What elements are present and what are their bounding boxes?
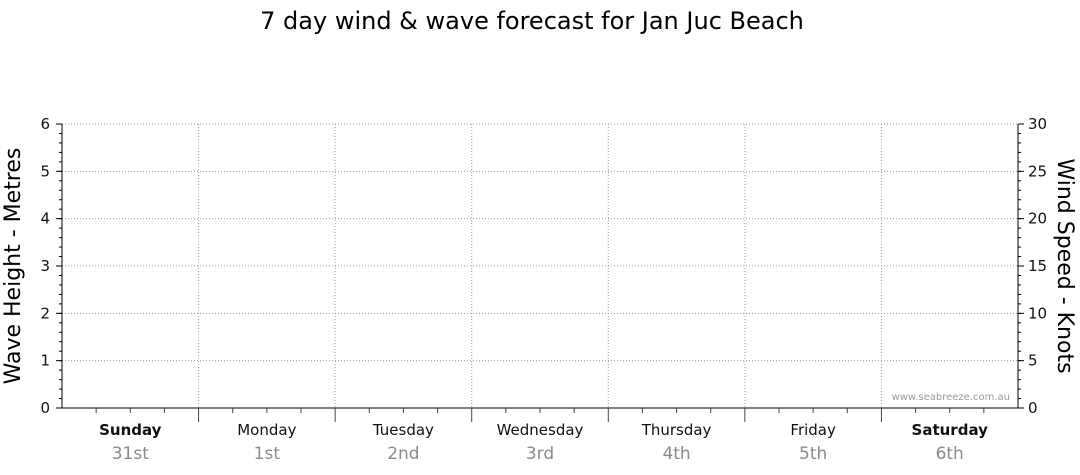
right-tick-label: 10 (1028, 304, 1047, 322)
right-axis-title: Wind Speed - Knots (1052, 158, 1077, 373)
date-label: 31st (112, 444, 149, 464)
right-tick-label: 15 (1028, 257, 1047, 275)
left-tick-label: 0 (40, 399, 50, 417)
day-label: Sunday (99, 421, 162, 439)
left-tick-label: 4 (40, 210, 50, 228)
left-axis-title: Wave Height - Metres (1, 148, 26, 385)
left-tick-label: 5 (40, 162, 50, 180)
chart-title: 7 day wind & wave forecast for Jan Juc B… (260, 7, 804, 35)
right-tick-label: 20 (1028, 210, 1047, 228)
date-label: 1st (254, 444, 281, 464)
day-label: Tuesday (372, 421, 434, 439)
plot-area: 0 1 2 3 4 5 6 0 5 10 15 20 25 30 Sunday 31st Monday 1st Tu… (40, 115, 1047, 464)
watermark: www.seabreeze.com.au (892, 392, 1010, 403)
date-label: 3rd (526, 444, 554, 464)
date-label: 4th (662, 444, 690, 464)
right-tick-label: 0 (1028, 399, 1038, 417)
day-label: Monday (237, 421, 296, 439)
left-tick-label: 6 (40, 115, 50, 133)
right-tick-label: 25 (1028, 162, 1047, 180)
left-tick-label: 2 (40, 304, 50, 322)
left-tick-label: 3 (40, 257, 50, 275)
day-label: Wednesday (497, 421, 584, 439)
date-label: 5th (799, 444, 827, 464)
day-label: Thursday (641, 421, 712, 439)
date-label: 2nd (387, 444, 419, 464)
right-tick-label: 30 (1028, 115, 1047, 133)
left-tick-label: 1 (40, 352, 50, 370)
right-tick-label: 5 (1028, 352, 1038, 370)
day-label: Saturday (912, 421, 989, 439)
day-label: Friday (790, 421, 836, 439)
date-label: 6th (936, 444, 964, 464)
